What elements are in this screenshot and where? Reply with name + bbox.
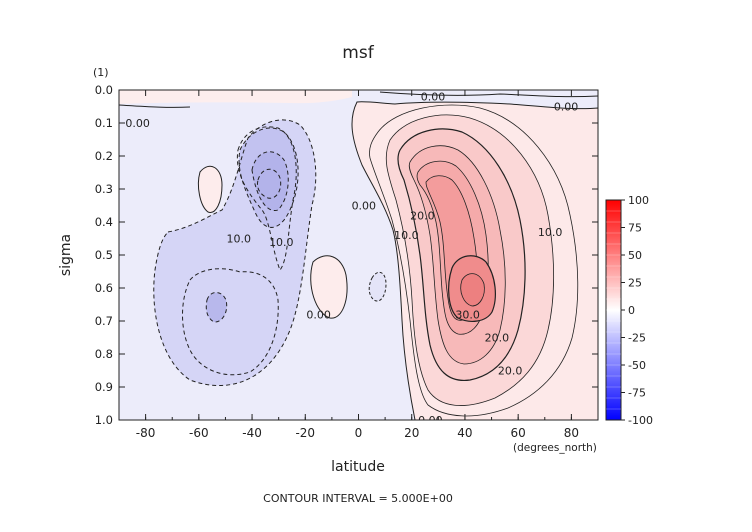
contour-label: 0.00 <box>418 414 443 427</box>
contour-interval-text: CONTOUR INTERVAL = 5.000E+00 <box>263 492 453 505</box>
x-axis: -80 -60 -40 -20 0 20 40 60 80 <box>118 90 599 440</box>
y-tick-label: 0.2 <box>95 149 113 163</box>
contour-label: 0.00 <box>554 101 579 114</box>
y-tick-label: 0.3 <box>95 182 113 196</box>
y-tick-label: 0.6 <box>95 281 113 295</box>
colorbar-ticks: 100 75 50 25 0 -25 -50 -75 -100 <box>606 194 653 427</box>
y-tick-label: 0.4 <box>95 215 113 229</box>
colorbar-label: 100 <box>628 194 649 207</box>
contour-field: 0.00 0.00 0.00 0.00 0.00 0.00 10.0 10.0 20.0 10.0… <box>119 90 598 427</box>
y-axis: 0.0 0.1 0.2 0.3 0.4 0.5 0.6 0.7 0.8 0.9 1.0 <box>95 83 598 427</box>
contour-label: 20.0 <box>485 332 510 345</box>
y-tick-label: 0.1 <box>95 116 113 130</box>
y-axis-label: sigma <box>58 234 74 276</box>
contour-label: 0.00 <box>125 117 150 130</box>
x-tick-label: 40 <box>457 426 472 440</box>
colorbar-label: -25 <box>628 332 646 345</box>
colorbar-label: 25 <box>628 277 642 290</box>
contour-label: 10.0 <box>394 229 419 242</box>
x-tick-label: -60 <box>189 426 209 440</box>
contour-label: 20.0 <box>498 365 523 378</box>
contour-label: 10.0 <box>269 236 294 249</box>
colorbar-label: -75 <box>628 387 646 400</box>
contour-label: 10.0 <box>227 233 252 246</box>
x-tick-label: 80 <box>564 426 579 440</box>
colorbar-label: 0 <box>628 304 635 317</box>
colorbar-label: -50 <box>628 359 646 372</box>
contour-label: 20.0 <box>410 209 435 222</box>
y-tick-label: 1.0 <box>95 413 113 427</box>
colorbar-label: 75 <box>628 222 642 235</box>
x-tick-label: -40 <box>242 426 262 440</box>
x-tick-label: -80 <box>136 426 156 440</box>
x-tick-label: -20 <box>295 426 315 440</box>
contour-label: 10.0 <box>538 226 563 239</box>
x-tick-label: 0 <box>355 426 363 440</box>
colorbar-label: 50 <box>628 249 642 262</box>
contour-label: 0.00 <box>421 91 446 104</box>
y-tick-label: 0.8 <box>95 347 113 361</box>
contour-label: 30.0 <box>455 308 480 321</box>
x-axis-label: latitude <box>331 459 385 475</box>
x-tick-label: 60 <box>511 426 526 440</box>
y-tick-label: 0.9 <box>95 380 113 394</box>
units-label: (1) <box>93 66 109 79</box>
x-tick-label: 20 <box>404 426 419 440</box>
colorbar-label: -100 <box>628 414 653 427</box>
contour-label: 0.00 <box>352 200 377 213</box>
x-axis-units: (degrees_north) <box>513 442 597 454</box>
y-tick-label: 0.5 <box>95 248 113 262</box>
chart-title: msf <box>342 43 374 63</box>
y-tick-label: 0.0 <box>95 83 113 97</box>
y-tick-label: 0.7 <box>95 314 113 328</box>
contour-label: 0.00 <box>306 308 331 321</box>
